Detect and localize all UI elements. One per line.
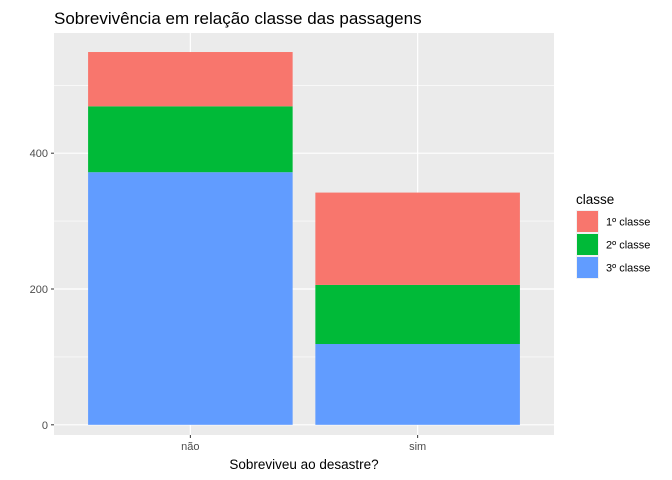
legend: classe 1º classe 2º classe 3º classe <box>576 192 650 279</box>
bars <box>88 52 520 425</box>
bar-não-1º-classe <box>88 52 293 107</box>
legend-title: classe <box>576 192 614 207</box>
chart-title: Sobrevivência em relação classe das pass… <box>54 9 422 28</box>
legend-swatch <box>577 211 598 232</box>
x-tick-label: não <box>181 441 199 453</box>
bar-não-2º-classe <box>88 106 293 173</box>
bar-não-3º-classe <box>88 172 293 425</box>
bar-sim-1º-classe <box>315 192 520 285</box>
x-tick-label: sim <box>409 441 426 453</box>
x-axis: não sim <box>181 435 426 453</box>
legend-swatch <box>577 234 598 255</box>
y-tick-label: 0 <box>42 420 48 432</box>
legend-label: 2º classe <box>606 240 650 252</box>
bar-sim-3º-classe <box>315 344 520 425</box>
y-axis: 0 200 400 <box>30 148 54 432</box>
y-tick-label: 400 <box>30 148 48 160</box>
legend-swatch <box>577 257 598 278</box>
legend-label: 1º classe <box>606 217 650 229</box>
legend-label: 3º classe <box>606 263 650 275</box>
x-axis-title: Sobreviveu ao desastre? <box>229 457 378 472</box>
y-tick-label: 200 <box>30 284 48 296</box>
bar-sim-2º-classe <box>315 284 520 345</box>
